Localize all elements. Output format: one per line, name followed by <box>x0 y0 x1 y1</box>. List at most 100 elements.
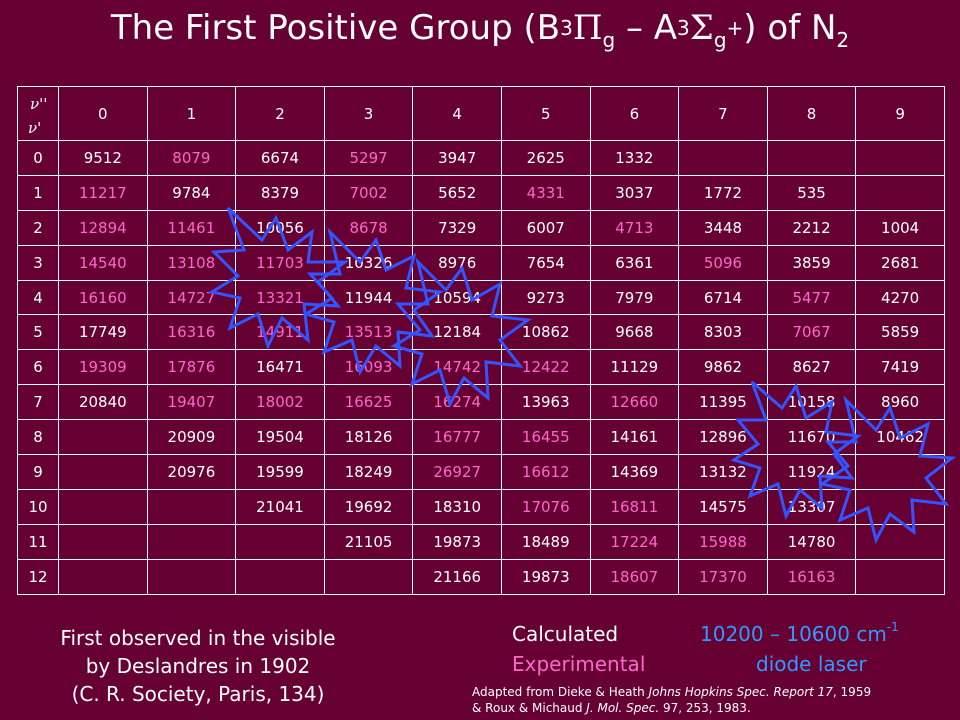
table-row: 3 14540 13108 11703 10326 8976 7654 6361 5096 385… <box>17 244 945 281</box>
table-cell: 2212 <box>766 209 857 246</box>
table-cell <box>146 558 237 595</box>
table-cell: 1004 <box>855 209 945 246</box>
v-prime-label: ν' <box>28 119 42 137</box>
table-cell: 8960 <box>855 384 945 421</box>
v-double-prime-label: ν'' <box>30 95 48 113</box>
table-cell <box>235 523 325 560</box>
table-cell <box>855 174 945 211</box>
table-cell: 9862 <box>678 349 768 386</box>
table-cell <box>58 419 148 456</box>
table-row: 12 21166 19873 18607 17370 16163 <box>17 558 945 595</box>
table-cell: 20909 <box>146 419 237 456</box>
table-cell: 4713 <box>589 209 680 246</box>
table-cell: 13321 <box>235 279 325 316</box>
table-cell: 19873 <box>412 523 502 560</box>
table-cell: 6674 <box>235 140 325 176</box>
table-cell: 10326 <box>323 244 414 281</box>
table-cell: 10462 <box>855 419 945 456</box>
column-header-4: 4 <box>412 86 502 141</box>
table-cell: 7979 <box>589 279 680 316</box>
table-row: 11 21105 19873 18489 17224 15988 14780 <box>17 523 945 560</box>
title-main: The First Positive Group (B <box>110 8 561 48</box>
table-cell: 10158 <box>766 384 857 421</box>
table-cell: 11924 <box>766 454 857 490</box>
column-header-0: 0 <box>58 86 148 141</box>
table-cell: 18310 <box>412 488 502 525</box>
table-cell: 535 <box>766 174 857 211</box>
observed-line-2: by Deslandres in 1902 <box>85 654 311 678</box>
table-cell <box>58 523 148 560</box>
table-row: 10 21041 19692 18310 17076 16811 14575 13307 <box>17 488 945 525</box>
table-cell: 21105 <box>323 523 414 560</box>
table-cell: 1772 <box>678 174 768 211</box>
table-cell: 8627 <box>766 349 857 386</box>
observed-line-1: First observed in the visible <box>60 626 336 650</box>
table-cell: 13108 <box>146 244 237 281</box>
column-header-3: 3 <box>323 86 414 141</box>
table-cell: 7654 <box>500 244 591 281</box>
row-header-7: 7 <box>17 384 59 421</box>
table-cell <box>235 558 325 595</box>
row-header-0: 0 <box>17 140 59 176</box>
laser-range-unit-exponent: -1 <box>886 620 899 635</box>
table-cell: 13963 <box>500 384 591 421</box>
table-cell: 16163 <box>766 558 857 595</box>
title-pi-symbol: Π <box>572 8 603 48</box>
table-cell: 19407 <box>146 384 237 421</box>
table-cell: 17370 <box>678 558 768 595</box>
table-cell: 9784 <box>146 174 237 211</box>
table-cell: 16455 <box>500 419 591 456</box>
table-cell <box>855 558 945 595</box>
table-cell: 11129 <box>589 349 680 386</box>
table-cell: 13513 <box>323 314 414 351</box>
table-cell: 26927 <box>412 454 502 490</box>
table-cell <box>678 140 768 176</box>
row-header-1: 1 <box>17 174 59 211</box>
credit-journal-a: Johns Hopkins Spec. Report 17 <box>648 685 833 699</box>
table-cell: 5297 <box>323 140 414 176</box>
table-cell: 14727 <box>146 279 237 316</box>
table-cell: 9273 <box>500 279 591 316</box>
row-header-2: 2 <box>17 209 59 246</box>
table-cell <box>323 558 414 595</box>
table-cell: 11461 <box>146 209 237 246</box>
title-dash: – A <box>615 8 678 48</box>
table-cell: 17876 <box>146 349 237 386</box>
table-cell: 10594 <box>412 279 502 316</box>
table-cell <box>146 488 237 525</box>
table-cell: 13307 <box>766 488 857 525</box>
table-cell <box>855 454 945 490</box>
laser-range: 10200 – 10600 cm-1 <box>700 620 960 646</box>
table-cell: 18126 <box>323 419 414 456</box>
table-row: 6 19309 17876 16471 16093 14742 12422 11129 9862… <box>17 349 945 386</box>
column-header-6: 6 <box>589 86 680 141</box>
table-cell: 12894 <box>58 209 148 246</box>
table-cell: 17224 <box>589 523 680 560</box>
credit-text-a: Adapted from Dieke & Heath <box>472 685 649 699</box>
table-cell: 17749 <box>58 314 148 351</box>
title-sigma-symbol: Σ <box>689 8 714 48</box>
column-header-2: 2 <box>235 86 325 141</box>
table-cell: 16625 <box>323 384 414 421</box>
column-header-8: 8 <box>766 86 857 141</box>
table-cell: 19873 <box>500 558 591 595</box>
table-cell: 16777 <box>412 419 502 456</box>
table-cell: 20976 <box>146 454 237 490</box>
table-cell: 21041 <box>235 488 325 525</box>
row-header-4: 4 <box>17 279 59 316</box>
credit-text-c: , 1959 <box>832 685 872 699</box>
title-n-sub: 2 <box>836 28 850 52</box>
table-cell <box>855 140 945 176</box>
table-cell: 12184 <box>412 314 502 351</box>
row-header-6: 6 <box>17 349 59 386</box>
table-row: 1 11217 9784 8379 7002 5652 4331 3037 1772 535 <box>17 174 945 211</box>
table-row: 4 16160 14727 13321 11944 10594 9273 7979 6714 54… <box>17 279 945 316</box>
table-row: 7 20840 19407 18002 16625 16274 13963 12660 1139… <box>17 384 945 421</box>
table-cell: 14369 <box>589 454 680 490</box>
diode-laser-label: diode laser <box>756 652 867 676</box>
table-cell: 18249 <box>323 454 414 490</box>
table-cell: 2625 <box>500 140 591 176</box>
table-cell: 16811 <box>589 488 680 525</box>
table-cell: 19692 <box>323 488 414 525</box>
table-cell: 8303 <box>678 314 768 351</box>
